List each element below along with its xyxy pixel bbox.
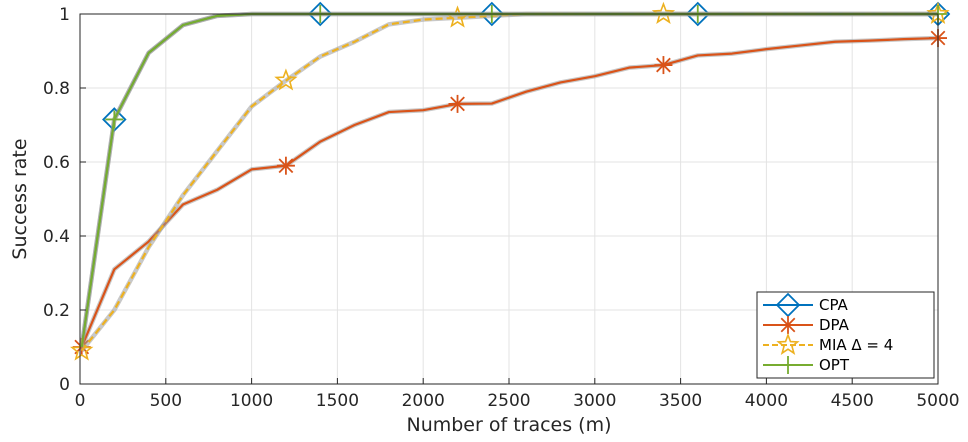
data-point-marker xyxy=(70,338,94,361)
data-point-marker xyxy=(105,110,124,129)
legend-marker xyxy=(776,332,800,355)
series-dpa xyxy=(72,29,947,356)
y-tick-label: 0.2 xyxy=(43,301,70,321)
legend-item: OPT xyxy=(763,356,850,374)
x-tick-label: 5000 xyxy=(916,391,959,411)
data-point-marker xyxy=(276,156,295,175)
data-point-marker xyxy=(685,1,711,27)
x-tick-label: 500 xyxy=(150,391,182,411)
legend-label: CPA xyxy=(819,296,849,314)
legend-label: OPT xyxy=(819,356,850,374)
x-tick-label: 0 xyxy=(75,391,86,411)
y-tick-label: 0 xyxy=(59,375,70,395)
legend-label: DPA xyxy=(819,316,850,334)
x-tick-label: 4000 xyxy=(745,391,788,411)
y-tick-label: 0.4 xyxy=(43,227,70,247)
axis-ticks: 0 500 1000 1500 2000 2500 3000 3500 4000 4500 5000… xyxy=(43,5,960,411)
legend-marker xyxy=(779,316,797,334)
legend-box xyxy=(756,291,935,379)
data-point-marker xyxy=(307,1,333,27)
data-point-marker xyxy=(448,94,467,113)
legend-item: MIA Δ = 4 xyxy=(763,332,893,355)
x-axis-label: Number of traces (m) xyxy=(406,414,611,436)
x-tick-label: 4500 xyxy=(831,391,874,411)
x-tick-label: 1000 xyxy=(230,391,273,411)
data-point-marker xyxy=(654,56,673,75)
data-point-marker xyxy=(651,1,676,24)
x-tick-label: 2500 xyxy=(487,391,530,411)
legend-marker xyxy=(779,356,797,374)
y-tick-label: 0.6 xyxy=(43,153,70,173)
x-tick-label: 2000 xyxy=(402,391,445,411)
y-tick-label: 1 xyxy=(59,5,70,25)
data-point-marker xyxy=(274,68,298,91)
legend-item: DPA xyxy=(763,316,850,334)
x-tick-label: 3000 xyxy=(573,391,616,411)
legend: CPA DPA MIA Δ = 4 OPT xyxy=(756,291,935,379)
series-line xyxy=(80,36,939,348)
legend-label: MIA Δ = 4 xyxy=(819,336,893,354)
data-point-marker xyxy=(479,1,505,27)
y-tick-label: 0.8 xyxy=(43,79,70,99)
y-axis-label: Success rate xyxy=(9,138,31,259)
x-tick-label: 3500 xyxy=(659,391,702,411)
x-tick-label: 1500 xyxy=(316,391,359,411)
